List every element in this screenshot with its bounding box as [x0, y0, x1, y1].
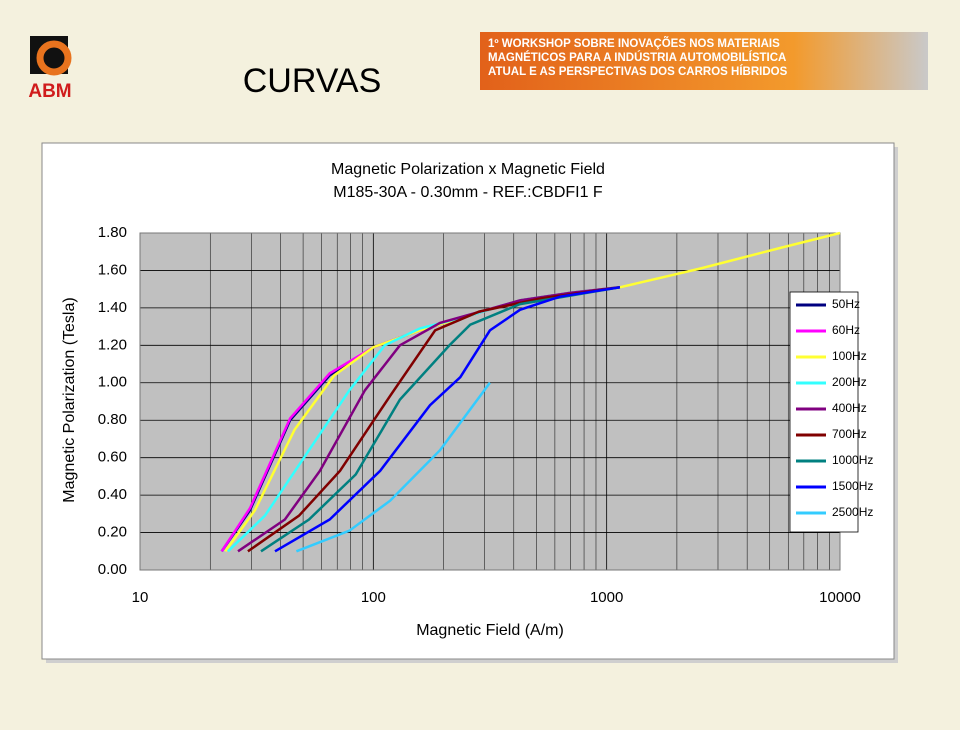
- x-tick-label: 1000: [590, 589, 623, 606]
- legend-label: 60Hz: [832, 323, 860, 337]
- y-tick-label: 1.20: [98, 336, 127, 353]
- x-axis-label: Magnetic Field (A/m): [416, 622, 564, 639]
- y-tick-label: 1.40: [98, 299, 127, 316]
- legend-label: 50Hz: [832, 297, 860, 311]
- series-line: [237, 286, 621, 553]
- x-tick-label: 10000: [819, 589, 861, 606]
- banner-line: MAGNÉTICOS PARA A INDÚSTRIA AUTOMOBILÍST…: [488, 51, 786, 64]
- plot-area: [140, 233, 840, 570]
- logo: ABM: [28, 36, 72, 102]
- series-line: [274, 286, 621, 553]
- banner: [480, 32, 928, 90]
- chart-subtitle: M185-30A - 0.30mm - REF.:CBDFI1 F: [333, 184, 603, 201]
- y-tick-label: 0.00: [98, 561, 127, 578]
- logo-ring: [36, 40, 72, 76]
- x-tick-label: 10: [132, 589, 149, 606]
- legend-label: 100Hz: [832, 349, 867, 363]
- legend-label: 1000Hz: [832, 453, 873, 467]
- y-tick-label: 0.60: [98, 449, 127, 466]
- banner-line: 1º WORKSHOP SOBRE INOVAÇÕES NOS MATERIAI…: [488, 37, 780, 50]
- y-tick-label: 0.20: [98, 524, 127, 541]
- series-line: [260, 286, 621, 553]
- series-line: [247, 286, 621, 553]
- legend-label: 2500Hz: [832, 505, 873, 519]
- slide-title: CURVAS: [243, 62, 382, 100]
- y-tick-label: 0.80: [98, 411, 127, 428]
- y-tick-label: 1.60: [98, 261, 127, 278]
- chart-content: 0.00 0.20 0.40 0.60 0.80 1.00 1.20 1.40 1.60 1.80…: [98, 224, 874, 606]
- banner-line: ATUAL E AS PERSPECTIVAS DOS CARROS HÍBRI…: [488, 65, 788, 78]
- x-tick-label: 100: [361, 589, 386, 606]
- legend-label: 400Hz: [832, 401, 867, 415]
- y-tick-label: 1.00: [98, 374, 127, 391]
- legend-label: 700Hz: [832, 427, 867, 441]
- y-tick-label: 1.80: [98, 224, 127, 241]
- logo-text: ABM: [28, 81, 71, 102]
- series-line: [295, 382, 491, 553]
- legend-label: 200Hz: [832, 375, 867, 389]
- y-axis-label: Magnetic Polarization (Tesla): [61, 297, 78, 502]
- y-tick-label: 0.40: [98, 486, 127, 503]
- legend-label: 1500Hz: [832, 479, 873, 493]
- chart-title: Magnetic Polarization x Magnetic Field: [331, 161, 605, 178]
